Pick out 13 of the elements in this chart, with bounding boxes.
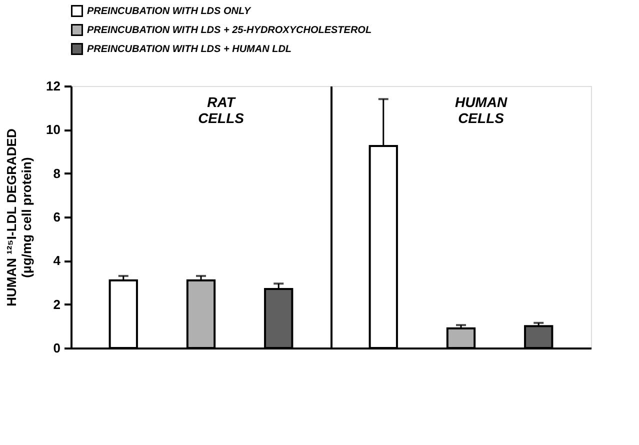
y-tick-label: 10 xyxy=(46,122,60,138)
y-tick-label: 8 xyxy=(53,166,60,181)
y-tick-label: 6 xyxy=(53,210,60,224)
annotation: RAT CELLS xyxy=(198,94,245,126)
annotation: HUMAN CELLS xyxy=(454,94,508,126)
legend-label: PREINCUBATION WITH LDS + 25-HYDROXYCHOLESTEROL xyxy=(87,25,372,36)
legend-label: PREINCUBATION WITH LDS ONLY xyxy=(87,6,252,17)
y-tick-label: 0 xyxy=(53,340,60,356)
y-axis-title: HUMAN ¹²⁵I-LDL DEGRADED (μg/mg cell protein) xyxy=(4,128,34,306)
legend-label: PREINCUBATION WITH LDS + HUMAN LDL xyxy=(87,44,292,55)
y-tick-label: 4 xyxy=(53,253,62,268)
y-tick-label: 2 xyxy=(53,296,60,312)
y-tick-label: 12 xyxy=(46,78,60,94)
